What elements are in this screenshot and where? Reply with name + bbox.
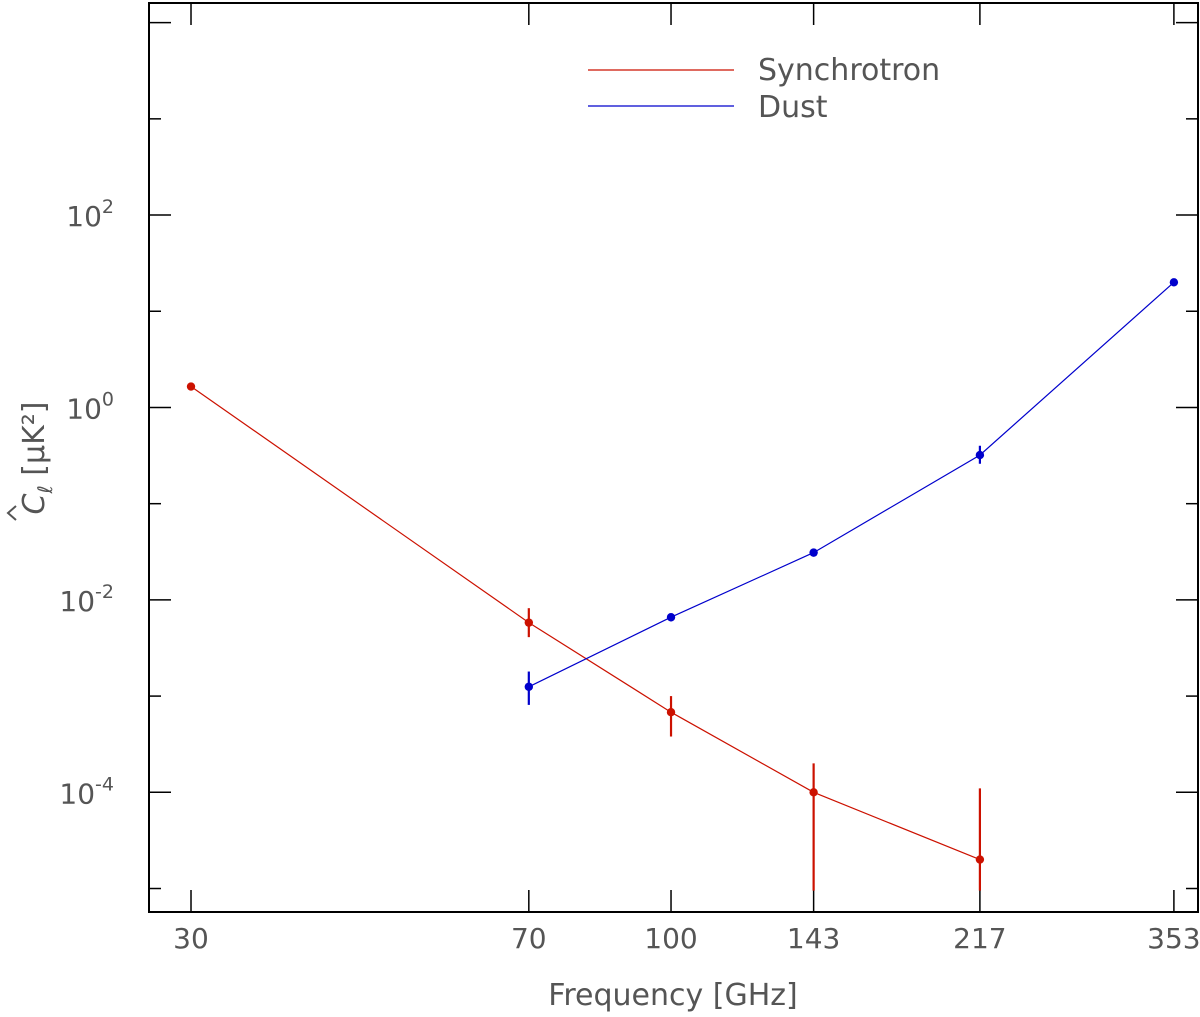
data-point-synchrotron — [975, 855, 985, 864]
y-tick-label: 102 — [66, 196, 114, 233]
data-point-dust — [1169, 278, 1179, 287]
axis-ticks — [149, 3, 1198, 912]
tick-labels: 30 70 100 143 217 353 10-4 10-2 100 102 — [59, 196, 1200, 955]
legend: Synchrotron Dust — [588, 53, 940, 125]
y-tick-label: 10-4 — [59, 773, 114, 810]
series-line-dust — [528, 281, 1175, 688]
series-layer — [186, 278, 1179, 891]
y-axis-title-hat — [6, 505, 17, 521]
data-point-dust — [809, 548, 818, 557]
y-axis-title: Cℓ [μK²] — [6, 402, 57, 521]
x-tick-label: 70 — [511, 922, 547, 955]
series-line-synchrotron — [190, 386, 981, 861]
y-tick-label: 100 — [66, 388, 114, 425]
series-synchrotron — [186, 382, 985, 891]
plot-frame — [148, 2, 1199, 913]
svg-text:Cℓ [μK²]: Cℓ [μK²] — [17, 402, 57, 515]
x-tick-label: 100 — [644, 922, 697, 955]
series-dust — [524, 278, 1179, 705]
data-point-dust — [975, 450, 985, 460]
y-axis-title-unit: [μK²] — [17, 402, 52, 476]
x-axis-title: Frequency [GHz] — [548, 978, 797, 1013]
data-point-dust — [666, 613, 676, 622]
x-tick-label: 30 — [173, 922, 209, 955]
y-axis-title-subscript: ℓ — [33, 485, 57, 494]
data-point-synchrotron — [666, 708, 676, 717]
x-tick-label: 217 — [953, 922, 1006, 955]
data-point-dust — [524, 682, 534, 691]
x-tick-label: 353 — [1147, 922, 1200, 955]
x-tick-label: 143 — [787, 922, 840, 955]
data-point-synchrotron — [186, 382, 196, 391]
legend-label-synchrotron: Synchrotron — [758, 53, 940, 88]
legend-label-dust: Dust — [758, 90, 828, 125]
data-point-synchrotron — [809, 788, 818, 797]
y-tick-label: 10-2 — [59, 581, 114, 618]
data-point-synchrotron — [524, 618, 534, 627]
y-axis-title-symbol: C — [17, 493, 52, 514]
